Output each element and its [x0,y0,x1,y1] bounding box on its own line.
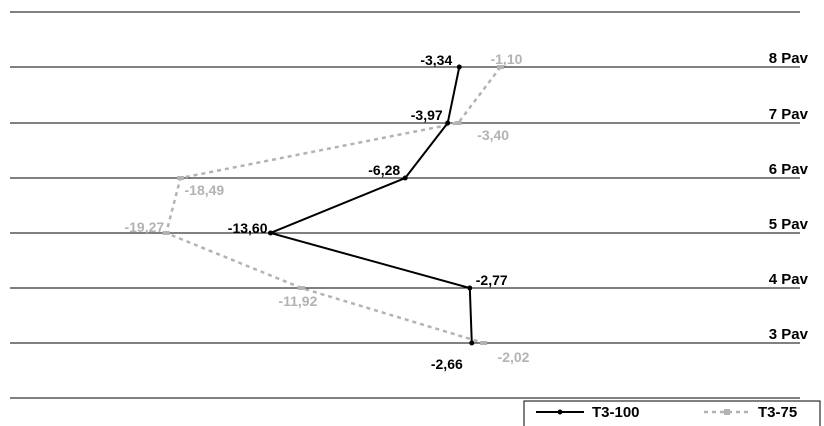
data-point-marker [469,340,475,346]
data-point-marker [402,175,408,181]
data-label: -3,40 [477,127,509,143]
data-label: -6,28 [368,162,400,178]
data-point-marker [456,64,462,70]
data-point-marker [496,65,504,69]
legend-label-t3-75: T3-75 [758,404,797,421]
floor-label: 7 Pav [769,106,809,123]
series-t3-100: -3,34 -3,97 -6,28 -13,60 -2,77 -2,66 [228,52,508,372]
data-label: -1,10 [490,51,522,67]
legend-label-t3-100: T3-100 [592,404,640,421]
legend-marker-t3-75 [724,409,730,415]
data-label: -2,02 [498,349,530,365]
floor-label: 4 Pav [769,271,809,288]
floor-label: 8 Pav [769,50,809,67]
data-point-marker [267,230,273,236]
data-point-marker [162,231,170,235]
floor-labels: 8 Pav 7 Pav 6 Pav 5 Pav 4 Pav 3 Pav [769,50,809,343]
data-label: -2,77 [476,272,508,288]
floor-label: 5 Pav [769,216,809,233]
data-point-marker [445,120,451,126]
data-point-marker [297,286,305,290]
data-label: -3,97 [411,107,443,123]
data-point-marker [177,176,185,180]
floor-label: 6 Pav [769,161,809,178]
floor-label: 3 Pav [769,326,809,343]
data-label: -18,49 [185,182,225,198]
data-label: -19,27 [124,219,164,235]
legend: T3-100 T3-75 [523,400,821,426]
data-label: -11,92 [278,293,317,309]
data-label: -3,34 [420,52,452,68]
series-line-t3-75 [164,66,502,345]
data-point-marker [454,121,462,125]
series-line-t3-100 [267,66,473,344]
legend-box [523,400,821,426]
data-label: -13,60 [228,220,268,236]
legend-marker-t3-100 [557,409,563,415]
data-label: -2,66 [431,356,463,372]
gridlines [10,11,800,399]
series-t3-75: -1,10 -3,40 -18,49 -19,27 -11,92 -2,02 [124,51,529,365]
data-point-marker [467,285,473,291]
data-point-marker [480,341,488,345]
series-layer: -1,10-3,40-18,49-19,27-11,92-2,02-3,34-3… [124,51,529,372]
